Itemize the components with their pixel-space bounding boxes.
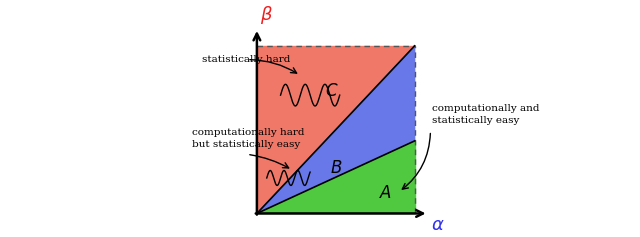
Text: $B$: $B$	[330, 160, 342, 177]
Polygon shape	[257, 141, 415, 214]
Polygon shape	[257, 46, 415, 214]
Text: $A$: $A$	[378, 185, 392, 202]
Polygon shape	[257, 46, 415, 214]
Text: $C$: $C$	[325, 83, 339, 100]
Text: $\alpha$: $\alpha$	[431, 216, 445, 234]
Text: statistically hard: statistically hard	[202, 55, 290, 64]
Text: computationally and
statistically easy: computationally and statistically easy	[433, 105, 540, 125]
Text: computationally hard
but statistically easy: computationally hard but statistically e…	[192, 128, 304, 149]
Text: $\beta$: $\beta$	[260, 4, 273, 26]
